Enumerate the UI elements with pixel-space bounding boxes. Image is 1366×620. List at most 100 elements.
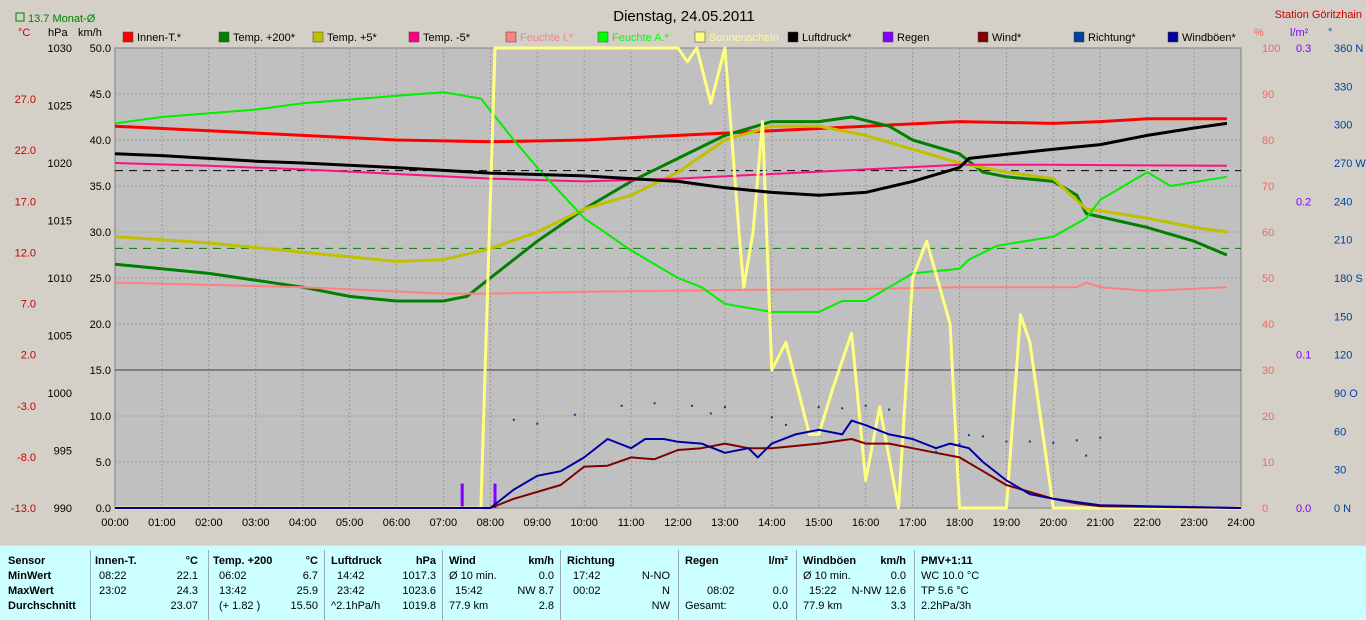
summary-boeen-min-value: 0.0 [890, 570, 906, 582]
x-tick-label: 18:00 [946, 517, 974, 529]
direction-point [512, 418, 515, 421]
summary-luftdruck-min-value: 1017.3 [402, 570, 436, 582]
rain-tick-label: 0.0 [1296, 503, 1311, 515]
summary-pmv-row-2: TP 5.6 °C [921, 585, 969, 597]
summary-header-luftdruck: Luftdruck [331, 555, 382, 567]
x-tick-label: 13:00 [711, 517, 739, 529]
direction-tick-label: 330 [1334, 81, 1352, 93]
direction-tick-label: 240 [1334, 196, 1352, 208]
direction-tick-label: 60 [1334, 426, 1346, 438]
legend-label: Temp. -5* [423, 32, 471, 44]
summary-richtung-max-value: N [662, 585, 670, 597]
rain-axis-unit: l/m² [1290, 27, 1309, 39]
summary-header-wind: Wind [449, 555, 476, 567]
temp-tick-label: 22.0 [15, 145, 36, 157]
summary-regen-max-value: 0.0 [772, 585, 788, 597]
x-tick-label: 01:00 [148, 517, 176, 529]
summary-header-innen: Innen-T. [95, 555, 137, 567]
x-tick-label: 05:00 [336, 517, 364, 529]
summary-temp-max-value: 25.9 [296, 585, 318, 597]
humidity-axis-unit: % [1254, 27, 1264, 39]
direction-point [784, 423, 787, 426]
pressure-tick-label: 1010 [48, 273, 72, 285]
legend-swatch [312, 31, 324, 43]
summary-wind-max-time: 15:42 [455, 585, 483, 597]
summary-unit-wind: km/h [528, 555, 554, 567]
summary-col-richtung: Richtung 17:42 N-NO 00:02 N NW [560, 550, 678, 620]
pressure-tick-label: 1030 [48, 43, 72, 55]
summary-boeen-avg-time: 77.9 km [803, 600, 843, 612]
kmh-axis-unit: km/h [78, 27, 102, 39]
humidity-tick-label: 100 [1262, 43, 1280, 55]
direction-point [770, 416, 773, 419]
humidity-tick-label: 90 [1262, 89, 1274, 101]
summary-unit-boeen: km/h [880, 555, 906, 567]
rain-tick-label: 0.3 [1296, 43, 1311, 55]
temp-tick-label: -13.0 [11, 503, 36, 515]
series-line-wind [115, 438, 1242, 509]
series-line-feuchteA [114, 91, 1228, 313]
direction-tick-label: 30 [1334, 465, 1346, 477]
direction-tick-label: 360 N [1334, 43, 1363, 55]
legend-swatch [218, 31, 230, 43]
summary-luftdruck-min-time: 14:42 [337, 570, 365, 582]
x-tick-label: 07:00 [430, 517, 458, 529]
humidity-tick-label: 10 [1262, 457, 1274, 469]
series-line-temp200 [114, 115, 1228, 303]
temp-tick-label: -3.0 [17, 401, 36, 413]
legend-label: Feuchte A.* [612, 32, 670, 44]
rain-tick-label: 0.2 [1296, 196, 1311, 208]
kmh-tick-label: 0.0 [96, 503, 111, 515]
x-tick-label: 10:00 [570, 517, 598, 529]
summary-temp-avg-time: (+ 1.82 ) [219, 600, 261, 612]
legend-label: Regen [897, 32, 929, 44]
direction-point [536, 422, 539, 425]
summary-unit-luftdruck: hPa [415, 555, 436, 567]
direction-tick-label: 150 [1334, 311, 1352, 323]
direction-point [1052, 441, 1055, 444]
direction-point [864, 404, 867, 407]
series-line-innen [114, 117, 1227, 144]
kmh-tick-label: 5.0 [96, 457, 111, 469]
chart-title: Dienstag, 24.05.2011 [613, 8, 755, 25]
summary-regen-avg-time: Gesamt: [685, 600, 727, 612]
direction-point [958, 443, 961, 446]
summary-label-avg: Durchschnitt [8, 600, 76, 612]
direction-point [888, 408, 891, 411]
direction-point [709, 412, 712, 415]
kmh-tick-label: 25.0 [90, 273, 111, 285]
temp-tick-label: -8.0 [17, 452, 36, 464]
summary-temp-min-time: 06:02 [219, 570, 247, 582]
legend-swatch [694, 31, 706, 43]
x-tick-label: 21:00 [1086, 517, 1114, 529]
summary-label-min: MinWert [8, 570, 52, 582]
direction-point [691, 404, 694, 407]
summary-col-sensor: Sensor MinWert MaxWert Durchschnitt [0, 550, 90, 620]
summary-boeen-max-value: N-NW 12.6 [851, 585, 906, 597]
pressure-tick-label: 1020 [48, 158, 72, 170]
temp-axis-unit: °C [18, 27, 30, 39]
temp-tick-label: 7.0 [21, 299, 36, 311]
temp-tick-label: 17.0 [15, 196, 36, 208]
series-line-feuchteI [114, 281, 1227, 295]
x-tick-label: 23:00 [1180, 517, 1208, 529]
summary-boeen-max-time: 15:22 [809, 585, 837, 597]
direction-point [620, 404, 623, 407]
summary-col-luftdruck: Luftdruck hPa 14:42 1017.3 23:42 1023.6 ^2.… [324, 550, 442, 620]
x-tick-label: 09:00 [523, 517, 551, 529]
humidity-tick-label: 40 [1262, 319, 1274, 331]
direction-tick-label: 300 [1334, 120, 1352, 132]
x-tick-label: 06:00 [383, 517, 411, 529]
summary-table: Sensor MinWert MaxWert Durchschnitt Inne… [0, 545, 1366, 620]
summary-col-boeen: Windböen km/h Ø 10 min. 0.0 15:22 N-NW 12.6… [796, 550, 914, 620]
summary-header-richtung: Richtung [567, 555, 615, 567]
legend-label: Temp. +5* [327, 32, 378, 44]
humidity-tick-label: 20 [1262, 411, 1274, 423]
summary-wind-avg-time: 77.9 km [449, 600, 489, 612]
x-tick-label: 02:00 [195, 517, 223, 529]
summary-header-boeen: Windböen [803, 555, 857, 567]
kmh-tick-label: 40.0 [90, 135, 111, 147]
summary-luftdruck-avg-value: 1019.8 [402, 600, 436, 612]
summary-col-pmv: PMV+1:11 WC 10.0 °C TP 5.6 °C 2.2hPa/3h [914, 550, 1044, 620]
summary-innen-avg-value: 23.07 [170, 600, 198, 612]
